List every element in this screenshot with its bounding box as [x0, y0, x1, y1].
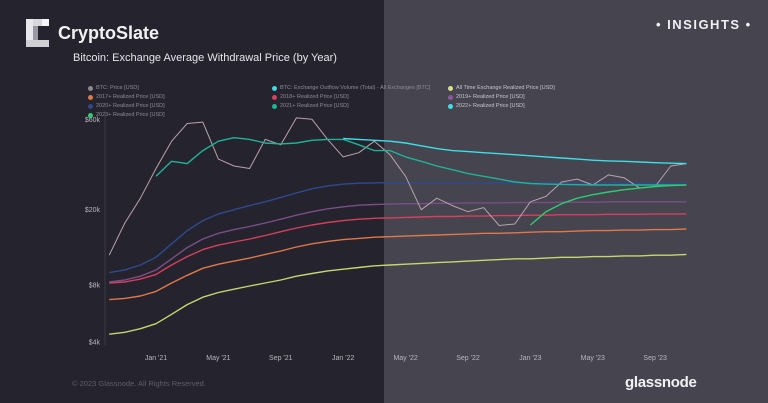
legend-swatch-icon: [88, 103, 93, 109]
series-line-2023-realized-price-usd: [529, 184, 687, 226]
legend-swatch-icon: [448, 103, 453, 109]
x-tick-label: Sep '23: [643, 355, 667, 362]
x-tick-label: Jan '22: [332, 355, 354, 362]
legend-label: 2018+ Realized Price [USD]: [280, 94, 349, 100]
legend-label: 2019+ Realized Price [USD]: [456, 94, 525, 100]
legend-item[interactable]: 2018+ Realized Price [USD]: [272, 94, 349, 100]
legend-label: 2022+ Realized Price [USD]: [456, 103, 525, 109]
legend-label: BTC: Exchange Outflow Volume (Total) - A…: [280, 85, 431, 91]
y-tick-label: $8k: [89, 283, 101, 290]
legend-swatch-icon: [272, 85, 277, 91]
series-line-2019-realized-price-usd: [109, 201, 687, 283]
x-tick-label: Sep '21: [269, 355, 293, 362]
y-tick-label: $60k: [85, 117, 101, 124]
x-tick-label: Jan '23: [519, 355, 541, 362]
x-tick-label: May '22: [393, 355, 417, 362]
glassnode-logo: glassnode: [625, 374, 697, 391]
series-line-2022-realized-price-usd: [343, 137, 687, 165]
insights-badge: • INSIGHTS •: [656, 17, 752, 32]
legend-label: 2020+ Realized Price [USD]: [96, 103, 165, 109]
x-tick-label: Jan '21: [145, 355, 167, 362]
legend-swatch-icon: [272, 94, 277, 100]
legend-item[interactable]: 2020+ Realized Price [USD]: [88, 103, 165, 109]
legend-label: 2023+ Realized Price [USD]: [96, 112, 165, 118]
series-line-2021-realized-price-usd: [155, 137, 687, 186]
y-tick-label: $4k: [89, 340, 101, 347]
legend-item[interactable]: All Time Exchange Realized Price [USD]: [448, 85, 555, 91]
legend-item[interactable]: 2023+ Realized Price [USD]: [88, 112, 165, 118]
series-line-2017-realized-price-usd: [109, 228, 687, 301]
y-tick-label: $20k: [85, 207, 101, 214]
x-tick-label: Sep '22: [456, 355, 480, 362]
legend-swatch-icon: [448, 85, 453, 91]
legend-swatch-icon: [88, 85, 93, 91]
legend-label: 2017+ Realized Price [USD]: [96, 94, 165, 100]
series-line-2020-realized-price-usd: [109, 181, 687, 274]
legend-item[interactable]: BTC: Price [USD]: [88, 85, 139, 91]
copyright: © 2023 Glassnode. All Rights Reserved.: [72, 379, 206, 388]
legend-swatch-icon: [448, 94, 453, 100]
x-tick-label: May '21: [206, 355, 230, 362]
legend-item[interactable]: 2021+ Realized Price [USD]: [272, 103, 349, 109]
chart-title: Bitcoin: Exchange Average Withdrawal Pri…: [73, 52, 337, 64]
legend-swatch-icon: [88, 112, 93, 118]
legend-swatch-icon: [88, 94, 93, 100]
cryptoslate-logo-icon: [26, 19, 49, 47]
series-line-all-time-exchange-realized-price-usd: [109, 253, 687, 335]
legend-swatch-icon: [272, 103, 277, 109]
legend-item[interactable]: 2017+ Realized Price [USD]: [88, 94, 165, 100]
legend-item[interactable]: 2022+ Realized Price [USD]: [448, 103, 525, 109]
x-tick-label: May '23: [581, 355, 605, 362]
series-line-2018-realized-price-usd: [109, 213, 687, 284]
brand-name: CryptoSlate: [58, 23, 160, 43]
legend-label: BTC: Price [USD]: [96, 85, 139, 91]
legend-item[interactable]: BTC: Exchange Outflow Volume (Total) - A…: [272, 85, 430, 91]
series-line-btc-price-usd: [108, 117, 687, 256]
legend-label: All Time Exchange Realized Price [USD]: [456, 85, 555, 91]
legend-item[interactable]: 2019+ Realized Price [USD]: [448, 94, 525, 100]
legend-label: 2021+ Realized Price [USD]: [280, 103, 349, 109]
